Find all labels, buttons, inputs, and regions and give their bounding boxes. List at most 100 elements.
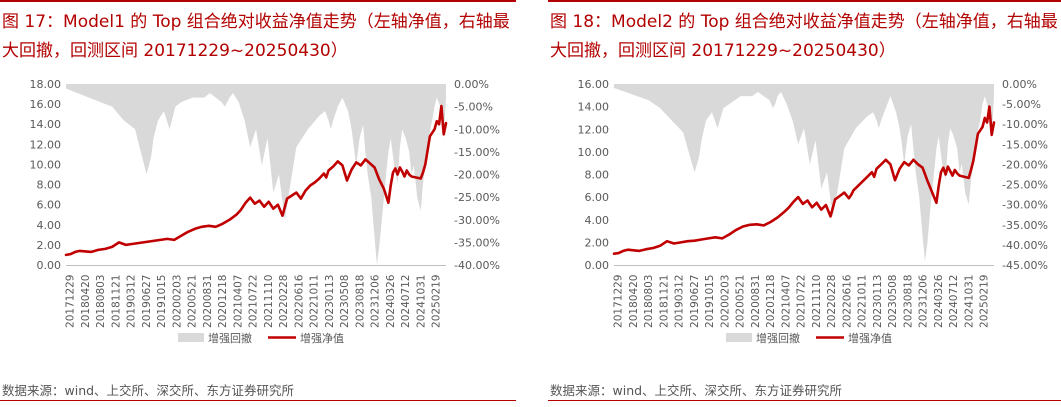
x-axis-tick-label: 20180420 xyxy=(628,275,640,328)
x-axis-tick-label: 20210722 xyxy=(248,275,260,328)
right-axis-tick-label: -10.00% xyxy=(454,123,500,136)
right-axis-tick-label: -5.00% xyxy=(1002,98,1041,111)
right-axis-tick-label: -30.00% xyxy=(1002,199,1048,212)
x-axis-tick-label: 20181121 xyxy=(110,275,122,328)
x-axis-tick-label: 20220228 xyxy=(278,275,290,328)
left-axis-tick-label: 2.00 xyxy=(585,236,610,249)
right-axis-tick-label: 0.00% xyxy=(1002,78,1037,91)
right-axis-tick-label: -45.00% xyxy=(1002,259,1048,272)
x-axis-tick-label: 20190312 xyxy=(674,275,686,328)
x-axis-tick-label: 20191015 xyxy=(156,275,168,328)
x-axis-tick-label: 20230113 xyxy=(872,275,884,328)
x-axis-tick-label: 20241031 xyxy=(963,275,975,328)
left-axis-tick-label: 0.00 xyxy=(37,259,62,272)
right-axis-tick-label: -35.00% xyxy=(1002,219,1048,232)
right-axis-tick-label: -30.00% xyxy=(454,214,500,227)
x-axis-tick-label: 20200203 xyxy=(171,275,183,328)
legend-label-drawdown: 增强回撤 xyxy=(756,331,800,345)
left-axis-tick-label: 2.00 xyxy=(37,239,62,252)
x-axis-tick-label: 20171229 xyxy=(613,275,625,328)
x-axis-tick-label: 20241031 xyxy=(415,275,427,328)
x-axis-tick-label: 20210407 xyxy=(780,275,792,328)
right-axis-tick-label: -35.00% xyxy=(454,236,500,249)
x-axis-tick-label: 20180803 xyxy=(95,275,107,328)
x-axis-tick-label: 20191015 xyxy=(704,275,716,328)
x-axis-tick-label: 20210407 xyxy=(232,275,244,328)
left-axis-tick-label: 10.00 xyxy=(578,146,610,159)
left-axis-tick-label: 16.00 xyxy=(30,98,62,111)
right-axis-tick-label: -25.00% xyxy=(1002,179,1048,192)
x-axis-tick-label: 20181121 xyxy=(658,275,670,328)
x-axis-tick-label: 20250219 xyxy=(979,275,991,328)
left-axis-tick-label: 0.00 xyxy=(585,259,610,272)
right-axis-tick-label: -40.00% xyxy=(1002,239,1048,252)
x-axis-tick-label: 20240326 xyxy=(385,274,397,328)
x-axis-tick-label: 20190627 xyxy=(689,275,701,328)
x-axis-tick-label: 20200203 xyxy=(719,275,731,328)
chart-panel-model2: 图 18：Model2 的 Top 组合绝对收益净值走势（左轴净值，右轴最大回撤… xyxy=(548,0,1061,407)
legend-label-nav: 增强净值 xyxy=(848,331,892,345)
right-axis-tick-label: -25.00% xyxy=(454,191,500,204)
top-rule xyxy=(0,0,516,2)
x-axis-tick-label: 20201218 xyxy=(765,275,777,328)
left-axis-tick-label: 10.00 xyxy=(30,158,62,171)
chart-title: 图 18：Model2 的 Top 组合绝对收益净值走势（左轴净值，右轴最大回撤… xyxy=(550,12,1058,61)
right-axis-tick-label: -20.00% xyxy=(1002,158,1048,171)
right-axis-tick-label: 0.00% xyxy=(454,78,489,91)
x-axis-tick-label: 20230818 xyxy=(902,275,914,328)
x-axis-tick-label: 20220616 xyxy=(841,274,853,328)
x-axis-tick-label: 20240712 xyxy=(400,275,412,328)
chart-title: 图 17：Model1 的 Top 组合绝对收益净值走势（左轴净值，右轴最大回撤… xyxy=(2,12,510,61)
net-value-drawdown-chart: 0.00 2.00 4.00 6.00 8.00 10.00 12.00 14.00 16.00… xyxy=(578,78,1048,345)
left-axis-tick-label: 6.00 xyxy=(37,199,62,212)
top-rule xyxy=(548,0,1061,2)
data-source-note: 数据来源：wind、上交所、深交所、东方证券研究所 xyxy=(550,383,843,398)
x-axis-tick-label: 20230113 xyxy=(324,275,336,328)
x-axis-tick-label: 20210722 xyxy=(796,275,808,328)
x-axis-tick-label: 20200831 xyxy=(750,275,762,328)
left-axis-tick-label: 6.00 xyxy=(585,191,610,204)
legend-label-drawdown: 增强回撤 xyxy=(208,331,252,345)
left-axis-tick-label: 14.00 xyxy=(578,101,610,114)
nav-line xyxy=(612,105,996,255)
left-axis-tick-label: 4.00 xyxy=(37,219,62,232)
net-value-drawdown-chart: 0.00 2.00 4.00 6.00 8.00 10.00 12.00 14.00 16.00… xyxy=(30,78,500,345)
x-axis-tick-label: 20220228 xyxy=(826,275,838,328)
x-axis-tick-label: 20220616 xyxy=(293,274,305,328)
x-axis-tick-label: 20211110 xyxy=(811,275,823,328)
x-axis-tick-label: 20250219 xyxy=(431,275,443,328)
right-axis-tick-label: -40.00% xyxy=(454,259,500,272)
left-axis-tick-label: 8.00 xyxy=(585,169,610,182)
nav-line xyxy=(64,104,448,257)
x-axis-tick-label: 20211110 xyxy=(263,275,275,328)
legend-swatch-drawdown xyxy=(178,333,204,342)
x-axis-tick-label: 20240326 xyxy=(933,274,945,328)
right-axis-tick-label: -15.00% xyxy=(454,146,500,159)
x-axis-tick-label: 20200521 xyxy=(187,275,199,328)
x-axis-tick-label: 20230508 xyxy=(339,275,351,328)
drawdown-area xyxy=(614,84,994,261)
left-axis-tick-label: 12.00 xyxy=(30,138,62,151)
right-axis-tick-label: -15.00% xyxy=(1002,138,1048,151)
x-axis-tick-label: 20231206 xyxy=(918,274,930,328)
x-axis-tick-label: 20180420 xyxy=(80,275,92,328)
left-axis-tick-label: 8.00 xyxy=(37,179,62,192)
legend-label-nav: 增强净值 xyxy=(300,331,344,345)
x-axis-tick-label: 20171229 xyxy=(65,275,77,328)
x-axis-tick-label: 20200521 xyxy=(735,275,747,328)
bottom-rule xyxy=(548,400,1061,401)
data-source-note: 数据来源：wind、上交所、深交所、东方证券研究所 xyxy=(2,383,295,398)
x-axis-tick-label: 20180803 xyxy=(643,275,655,328)
right-axis-tick-label: -10.00% xyxy=(1002,118,1048,131)
legend-swatch-drawdown xyxy=(726,333,752,342)
x-axis-tick-label: 20230508 xyxy=(887,275,899,328)
left-axis-tick-label: 4.00 xyxy=(585,214,610,227)
bottom-rule xyxy=(0,400,516,401)
drawdown-area xyxy=(66,84,446,265)
x-axis-tick-label: 20200831 xyxy=(202,275,214,328)
left-axis-tick-label: 18.00 xyxy=(30,78,62,91)
left-axis-tick-label: 16.00 xyxy=(578,78,610,91)
x-axis-tick-label: 20231206 xyxy=(370,274,382,328)
x-axis-tick-label: 20221011 xyxy=(309,275,321,328)
x-axis-tick-label: 20240712 xyxy=(948,275,960,328)
